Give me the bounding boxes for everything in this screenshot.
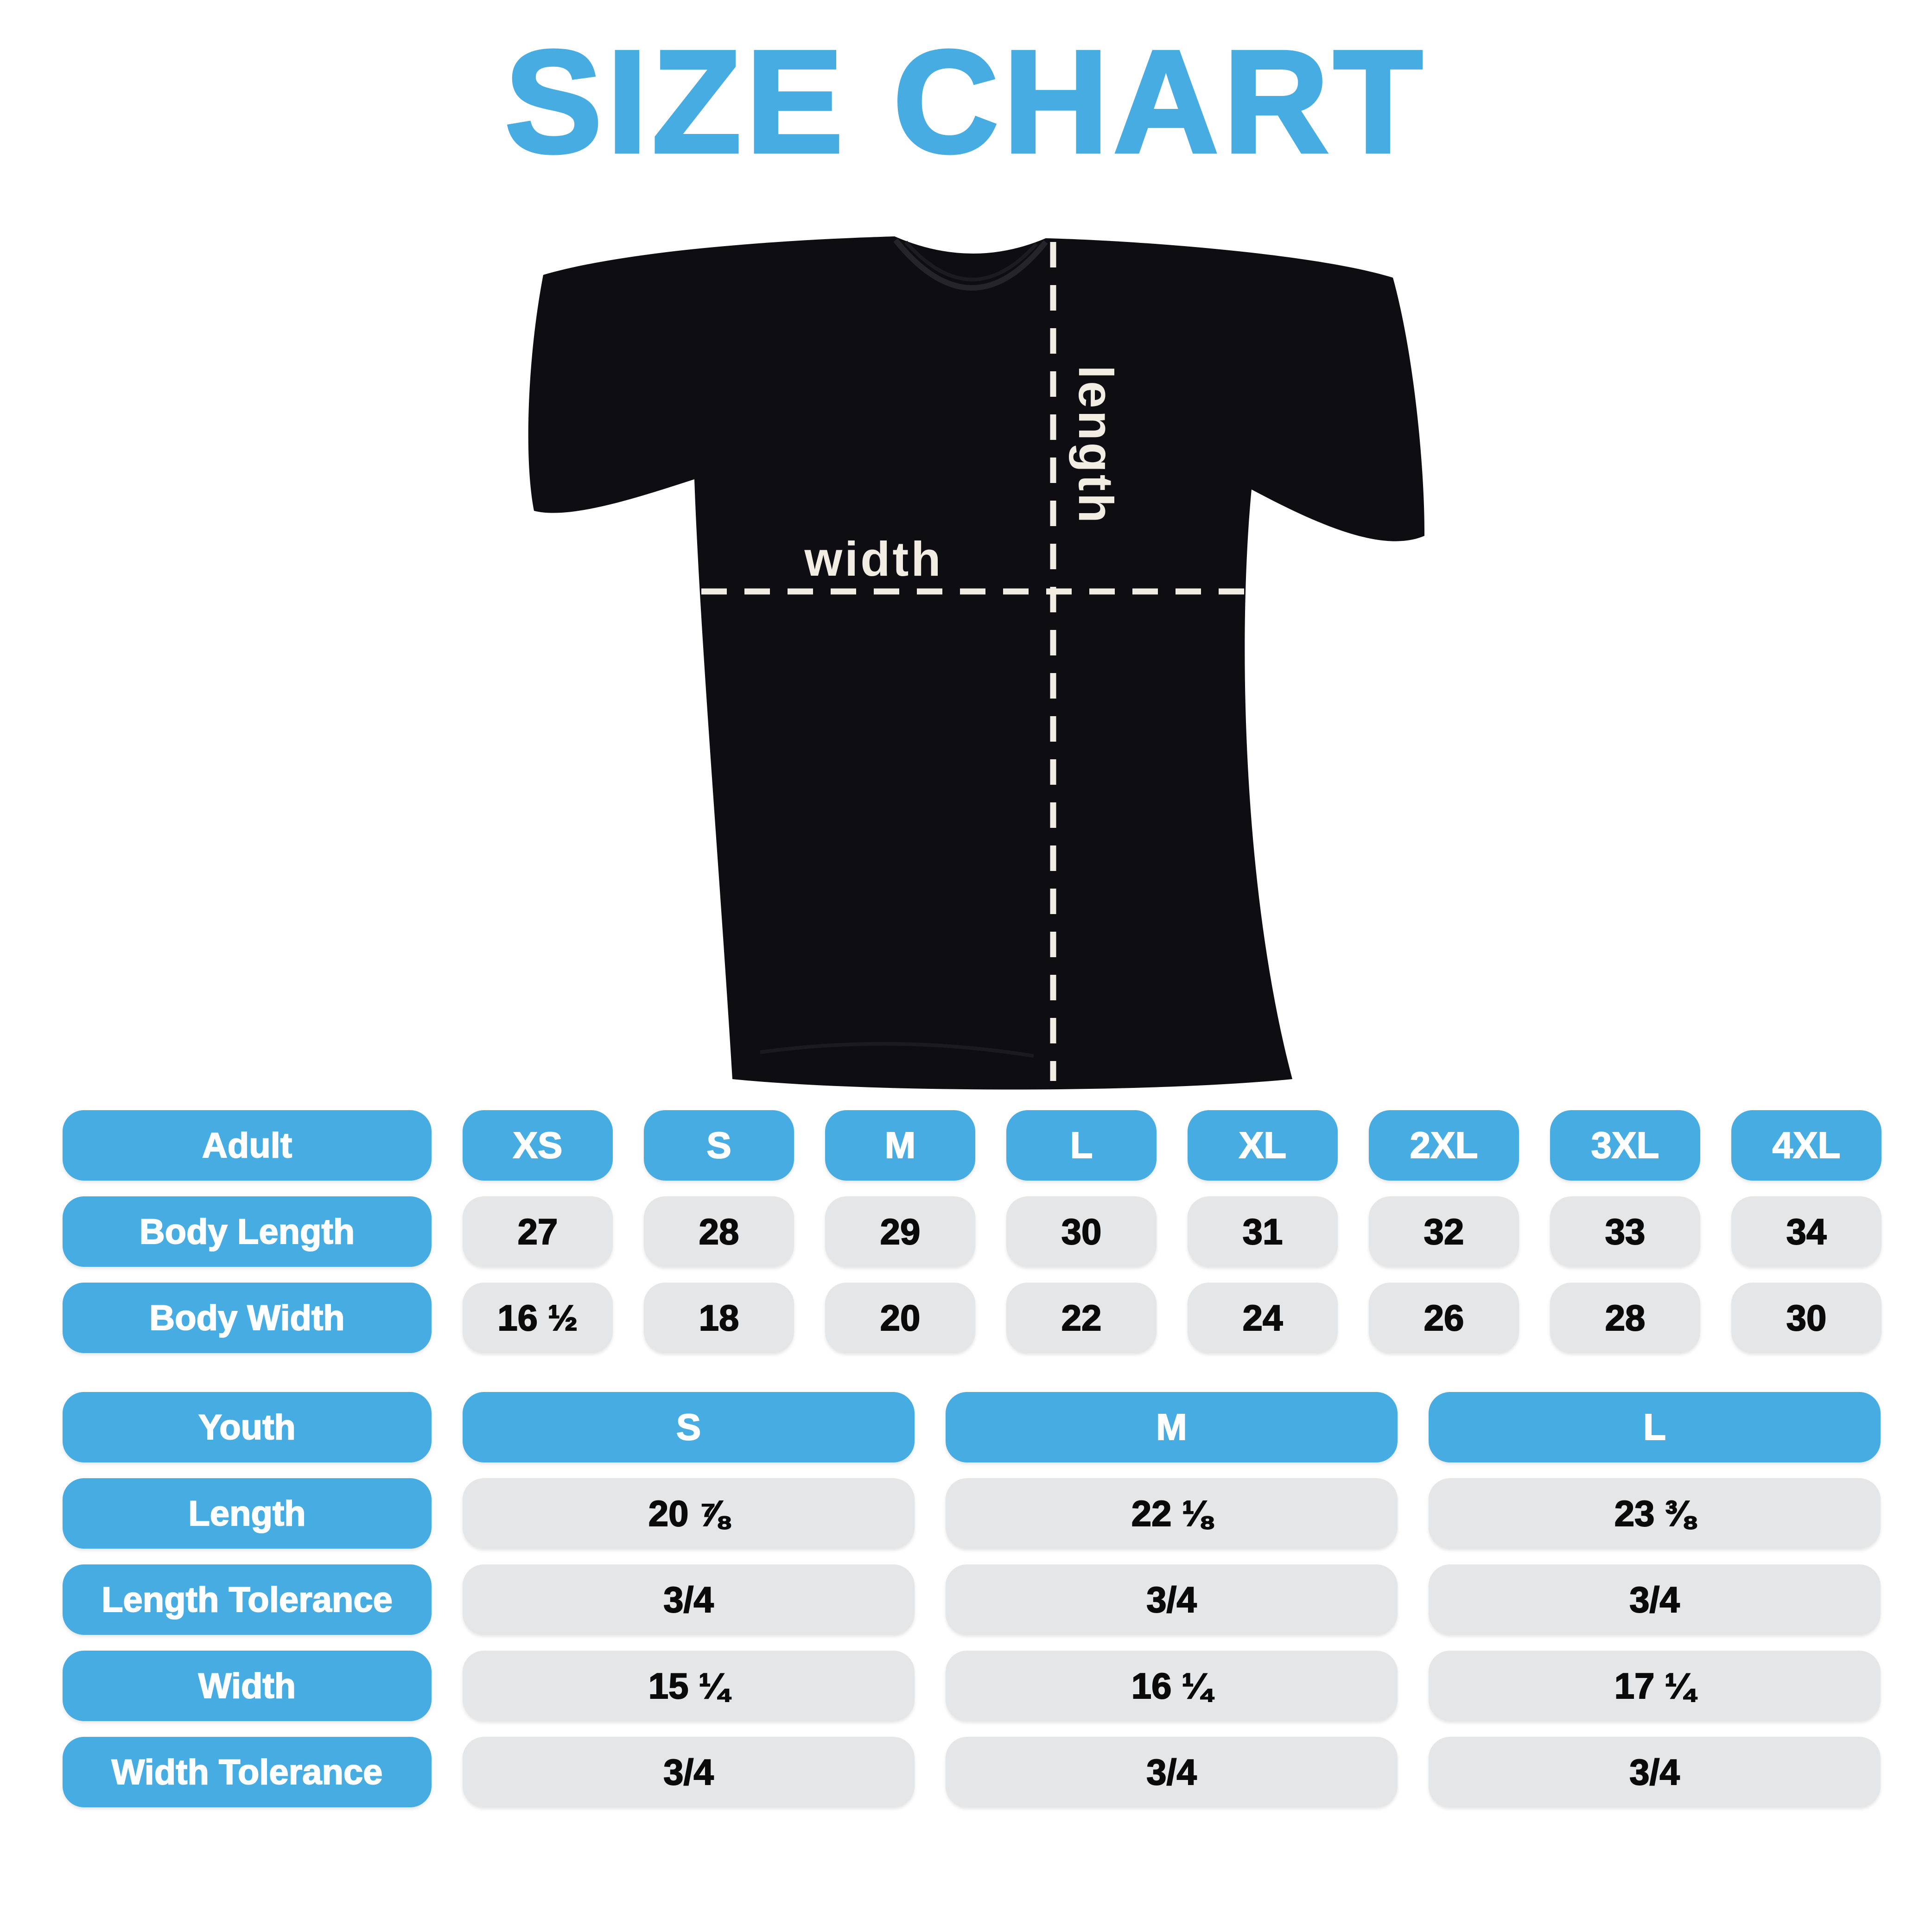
body-length-xl: 31 [1188,1196,1338,1267]
youth-width-tolerance-m: 3/4 [946,1737,1398,1807]
youth-length-m: 22 ⅛ [946,1478,1398,1549]
youth-width-label: Width [63,1651,432,1721]
youth-width-m: 16 ¼ [946,1651,1398,1721]
body-length-m: 29 [825,1196,975,1267]
adult-size-4xl: 4XL [1731,1110,1881,1181]
page-title: SIZE CHART [503,18,1427,184]
adult-size-xs: XS [463,1110,613,1181]
youth-size-l: L [1429,1392,1881,1462]
adult-size-m: M [825,1110,975,1181]
youth-width-tolerance-l: 3/4 [1429,1737,1881,1807]
body-width-3xl: 28 [1550,1283,1700,1353]
body-width-2xl: 26 [1369,1283,1519,1353]
youth-size-table: Youth S M L Length 20 ⅞ 22 ⅛ 23 ⅜ Length… [63,1392,1881,1807]
adult-size-2xl: 2XL [1369,1110,1519,1181]
adult-size-3xl: 3XL [1550,1110,1700,1181]
youth-width-tolerance-label: Width Tolerance [63,1737,432,1807]
adult-header-label: Adult [63,1110,432,1181]
adult-size-xl: XL [1188,1110,1338,1181]
tshirt-silhouette [528,236,1425,1090]
body-width-4xl: 30 [1731,1283,1881,1353]
youth-size-m: M [946,1392,1398,1462]
adult-size-s: S [644,1110,794,1181]
youth-length-l: 23 ⅜ [1429,1478,1881,1549]
body-length-3xl: 33 [1550,1196,1700,1267]
width-measure-label: width [804,532,943,586]
adult-body-length-label: Body Length [63,1196,432,1267]
body-length-l: 30 [1006,1196,1157,1267]
hem-wrinkle [760,1042,1034,1058]
body-length-4xl: 34 [1731,1196,1881,1267]
collar-outer-seam [893,238,1048,291]
adult-body-width-label: Body Width [63,1283,432,1353]
tshirt-measurement-diagram: width length [501,218,1446,1094]
youth-length-label: Length [63,1478,432,1549]
body-width-l: 22 [1006,1283,1157,1353]
body-width-m: 20 [825,1283,975,1353]
adult-size-l: L [1006,1110,1157,1181]
youth-width-s: 15 ¼ [463,1651,915,1721]
youth-length-tolerance-m: 3/4 [946,1564,1398,1635]
adult-size-table: Adult XS S M L XL 2XL 3XL 4XL Body Lengt… [63,1110,1881,1353]
youth-width-tolerance-s: 3/4 [463,1737,915,1807]
body-length-2xl: 32 [1369,1196,1519,1267]
youth-length-tolerance-l: 3/4 [1429,1564,1881,1635]
body-width-xl: 24 [1188,1283,1338,1353]
youth-header-label: Youth [63,1392,432,1462]
body-length-xs: 27 [463,1196,613,1267]
youth-size-s: S [463,1392,915,1462]
youth-length-tolerance-s: 3/4 [463,1564,915,1635]
body-width-s: 18 [644,1283,794,1353]
body-length-s: 28 [644,1196,794,1267]
youth-length-s: 20 ⅞ [463,1478,915,1549]
length-measure-label: length [1068,365,1123,525]
youth-width-l: 17 ¼ [1429,1651,1881,1721]
youth-length-tolerance-label: Length Tolerance [63,1564,432,1635]
body-width-xs: 16 ½ [463,1283,613,1353]
collar-inner-seam [904,241,1038,281]
